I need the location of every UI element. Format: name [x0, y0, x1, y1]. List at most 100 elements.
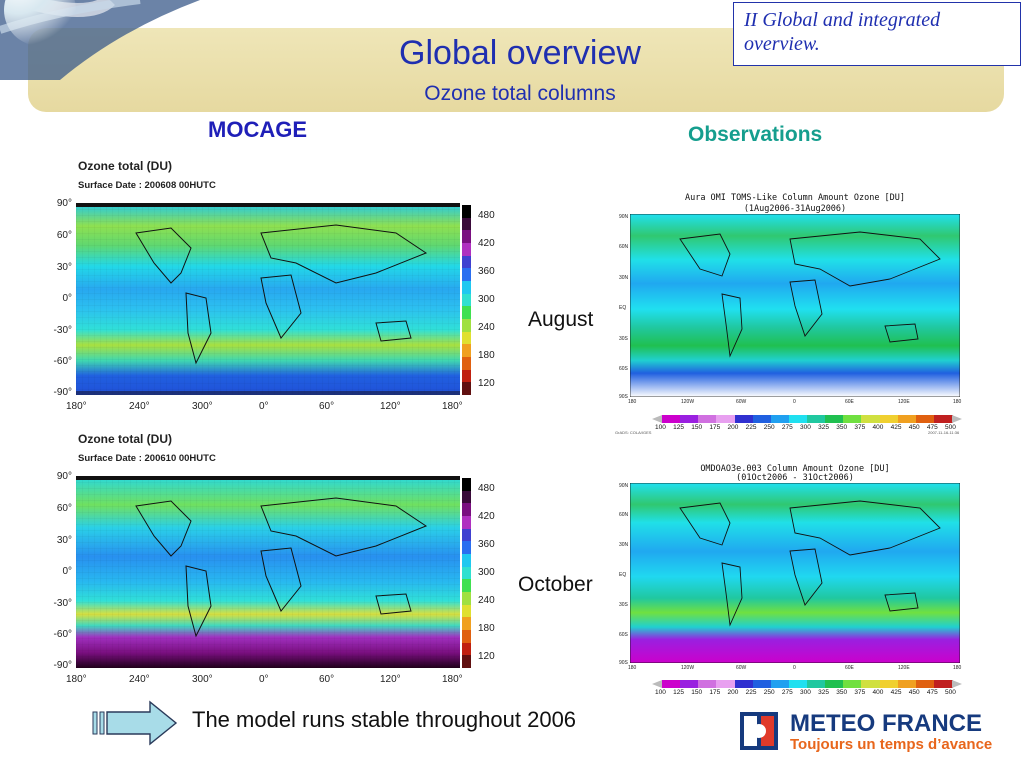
- colorbar-swatch: [462, 642, 471, 656]
- obs-colorbar-tick: 250: [763, 424, 775, 431]
- obs-colorbar-tick: 475: [926, 689, 938, 696]
- obs-colorbar-swatch: [825, 415, 844, 423]
- obs-colorbar-swatch: [843, 680, 862, 688]
- obs-colorbar-swatch: [861, 680, 880, 688]
- right-arrow-icon: [92, 700, 178, 746]
- obs-lat-tick: 60N: [619, 244, 629, 250]
- colorbar-swatch: [462, 217, 471, 231]
- mocage-map-title: Ozone total (DU): [78, 432, 172, 446]
- obs-colorbar-swatch: [662, 680, 681, 688]
- obs-colorbar-tick: 400: [872, 424, 884, 431]
- obs-lat-tick: 30S: [619, 602, 628, 608]
- colorbar-tick: 420: [478, 511, 495, 522]
- section-label-box: II Global and integrated overview.: [733, 2, 1021, 66]
- obs-lon-tick: 0: [793, 399, 796, 405]
- mocage-october-map: [76, 476, 460, 668]
- obs-lat-tick: 30N: [619, 542, 629, 548]
- obs-colorbar-swatch: [662, 415, 681, 423]
- colorbar-tick: 480: [478, 483, 495, 494]
- month-label-august: August: [528, 308, 594, 331]
- lon-tick: 180°: [66, 674, 87, 685]
- lat-tick: 30°: [56, 535, 72, 546]
- obs-colorbar-tick: 450: [908, 689, 920, 696]
- obs-lon-tick: 120W: [681, 399, 695, 405]
- observations-column-label: Observations: [688, 123, 823, 146]
- colorbar-tick: 240: [478, 595, 495, 606]
- obs-colorbar-tick: 100: [655, 689, 666, 696]
- obs-colorbar-swatch: [807, 415, 826, 423]
- obs-lon-tick: 180: [953, 665, 962, 671]
- obs-colorbar-end-arrow: [952, 680, 962, 688]
- obs-lon-tick: 60E: [845, 399, 854, 405]
- colorbar-tick: 480: [478, 210, 495, 221]
- colorbar-tick: 120: [478, 651, 495, 662]
- colorbar-swatch: [462, 306, 471, 320]
- obs-october-map: [630, 483, 960, 663]
- obs-colorbar-end-arrow: [652, 415, 662, 423]
- obs-lon-tick: 120W: [681, 665, 695, 671]
- obs-colorbar-tick: 300: [800, 689, 811, 696]
- lon-tick: 240°: [129, 674, 150, 685]
- obs-colorbar-tick: 275: [781, 424, 793, 431]
- mocage-column-label: MOCAGE: [208, 117, 307, 142]
- colorbar-swatch: [462, 369, 471, 383]
- colorbar-swatch: [462, 516, 471, 530]
- obs-colorbar-tick: 225: [745, 424, 757, 431]
- mocage-map-subtitle: Surface Date : 200610 00HUTC: [78, 453, 216, 464]
- colorbar-swatch: [462, 604, 471, 618]
- obs-colorbar-swatch: [680, 680, 699, 688]
- obs-colorbar-swatch: [752, 680, 772, 688]
- lat-tick: -30°: [53, 598, 72, 609]
- lon-tick: 180°: [66, 401, 87, 412]
- obs-lon-tick: 60W: [736, 665, 747, 671]
- obs-colorbar-tick: 425: [890, 424, 902, 431]
- obs-colorbar-swatch: [788, 680, 808, 688]
- obs-colorbar-tick: 300: [800, 424, 811, 431]
- obs-colorbar-tick: 275: [781, 689, 793, 696]
- page-subtitle: Ozone total columns: [424, 82, 616, 105]
- lon-tick: 120°: [380, 401, 401, 412]
- colorbar-tick: 180: [478, 623, 495, 634]
- lat-tick: 90°: [56, 471, 72, 482]
- obs-lat-tick: 60N: [619, 512, 629, 518]
- obs-colorbar-swatch: [752, 415, 772, 423]
- lat-tick: -30°: [53, 325, 72, 336]
- colorbar-swatch: [462, 490, 471, 504]
- obs-colorbar-swatch: [716, 680, 735, 688]
- obs-colorbar-tick: 325: [818, 424, 829, 431]
- obs-august-map: [630, 214, 960, 397]
- obs-colorbar-swatch: [915, 415, 935, 423]
- lon-tick: 0°: [259, 401, 269, 412]
- colorbar-tick: 420: [478, 238, 495, 249]
- colorbar-swatch: [462, 617, 471, 631]
- colorbar-tick: 240: [478, 322, 495, 333]
- obs-colorbar-tick: 200: [727, 689, 739, 696]
- obs-colorbar-labels: 100 125 150 175 200 225 250 275 300 325 350 375 400 4…: [655, 424, 958, 433]
- obs-lon-tick: 60E: [845, 665, 854, 671]
- obs-colorbar-tick: 150: [691, 689, 703, 696]
- lon-tick: 300°: [192, 401, 213, 412]
- colorbar-swatch: [462, 655, 471, 669]
- obs-lat-tick: 90S: [619, 660, 628, 666]
- obs-colorbar-tick: 250: [763, 689, 775, 696]
- obs-colorbar-tick: 175: [709, 424, 721, 431]
- lon-tick: 60°: [319, 674, 335, 685]
- colorbar-tick: 120: [478, 378, 495, 389]
- obs-map-title: OMDOAO3e.003 Column Amount Ozone [DU]: [700, 464, 890, 474]
- obs-colorbar-tick: 125: [673, 424, 684, 431]
- colorbar-swatch: [462, 319, 471, 333]
- obs-colorbar-swatch: [915, 680, 935, 688]
- obs-lat-tick: 90N: [619, 214, 629, 220]
- obs-colorbar-swatch: [825, 680, 844, 688]
- obs-colorbar-swatch: [698, 680, 717, 688]
- obs-colorbar-tick: 425: [890, 689, 902, 696]
- obs-colorbar-tick: 350: [836, 689, 848, 696]
- obs-colorbar-tick: 500: [945, 689, 956, 696]
- mocage-colorbar: [462, 478, 471, 669]
- mocage-map-title: Ozone total (DU): [78, 159, 172, 173]
- colorbar-tick: 360: [478, 266, 495, 277]
- obs-lon-tick: 0: [793, 665, 796, 671]
- page-title: Global overview: [399, 34, 641, 72]
- obs-colorbar-labels: 100 125 150 175 200 225 250 275 300 325 350 375 400 4…: [655, 689, 958, 698]
- obs-colorbar-tick: 325: [818, 689, 829, 696]
